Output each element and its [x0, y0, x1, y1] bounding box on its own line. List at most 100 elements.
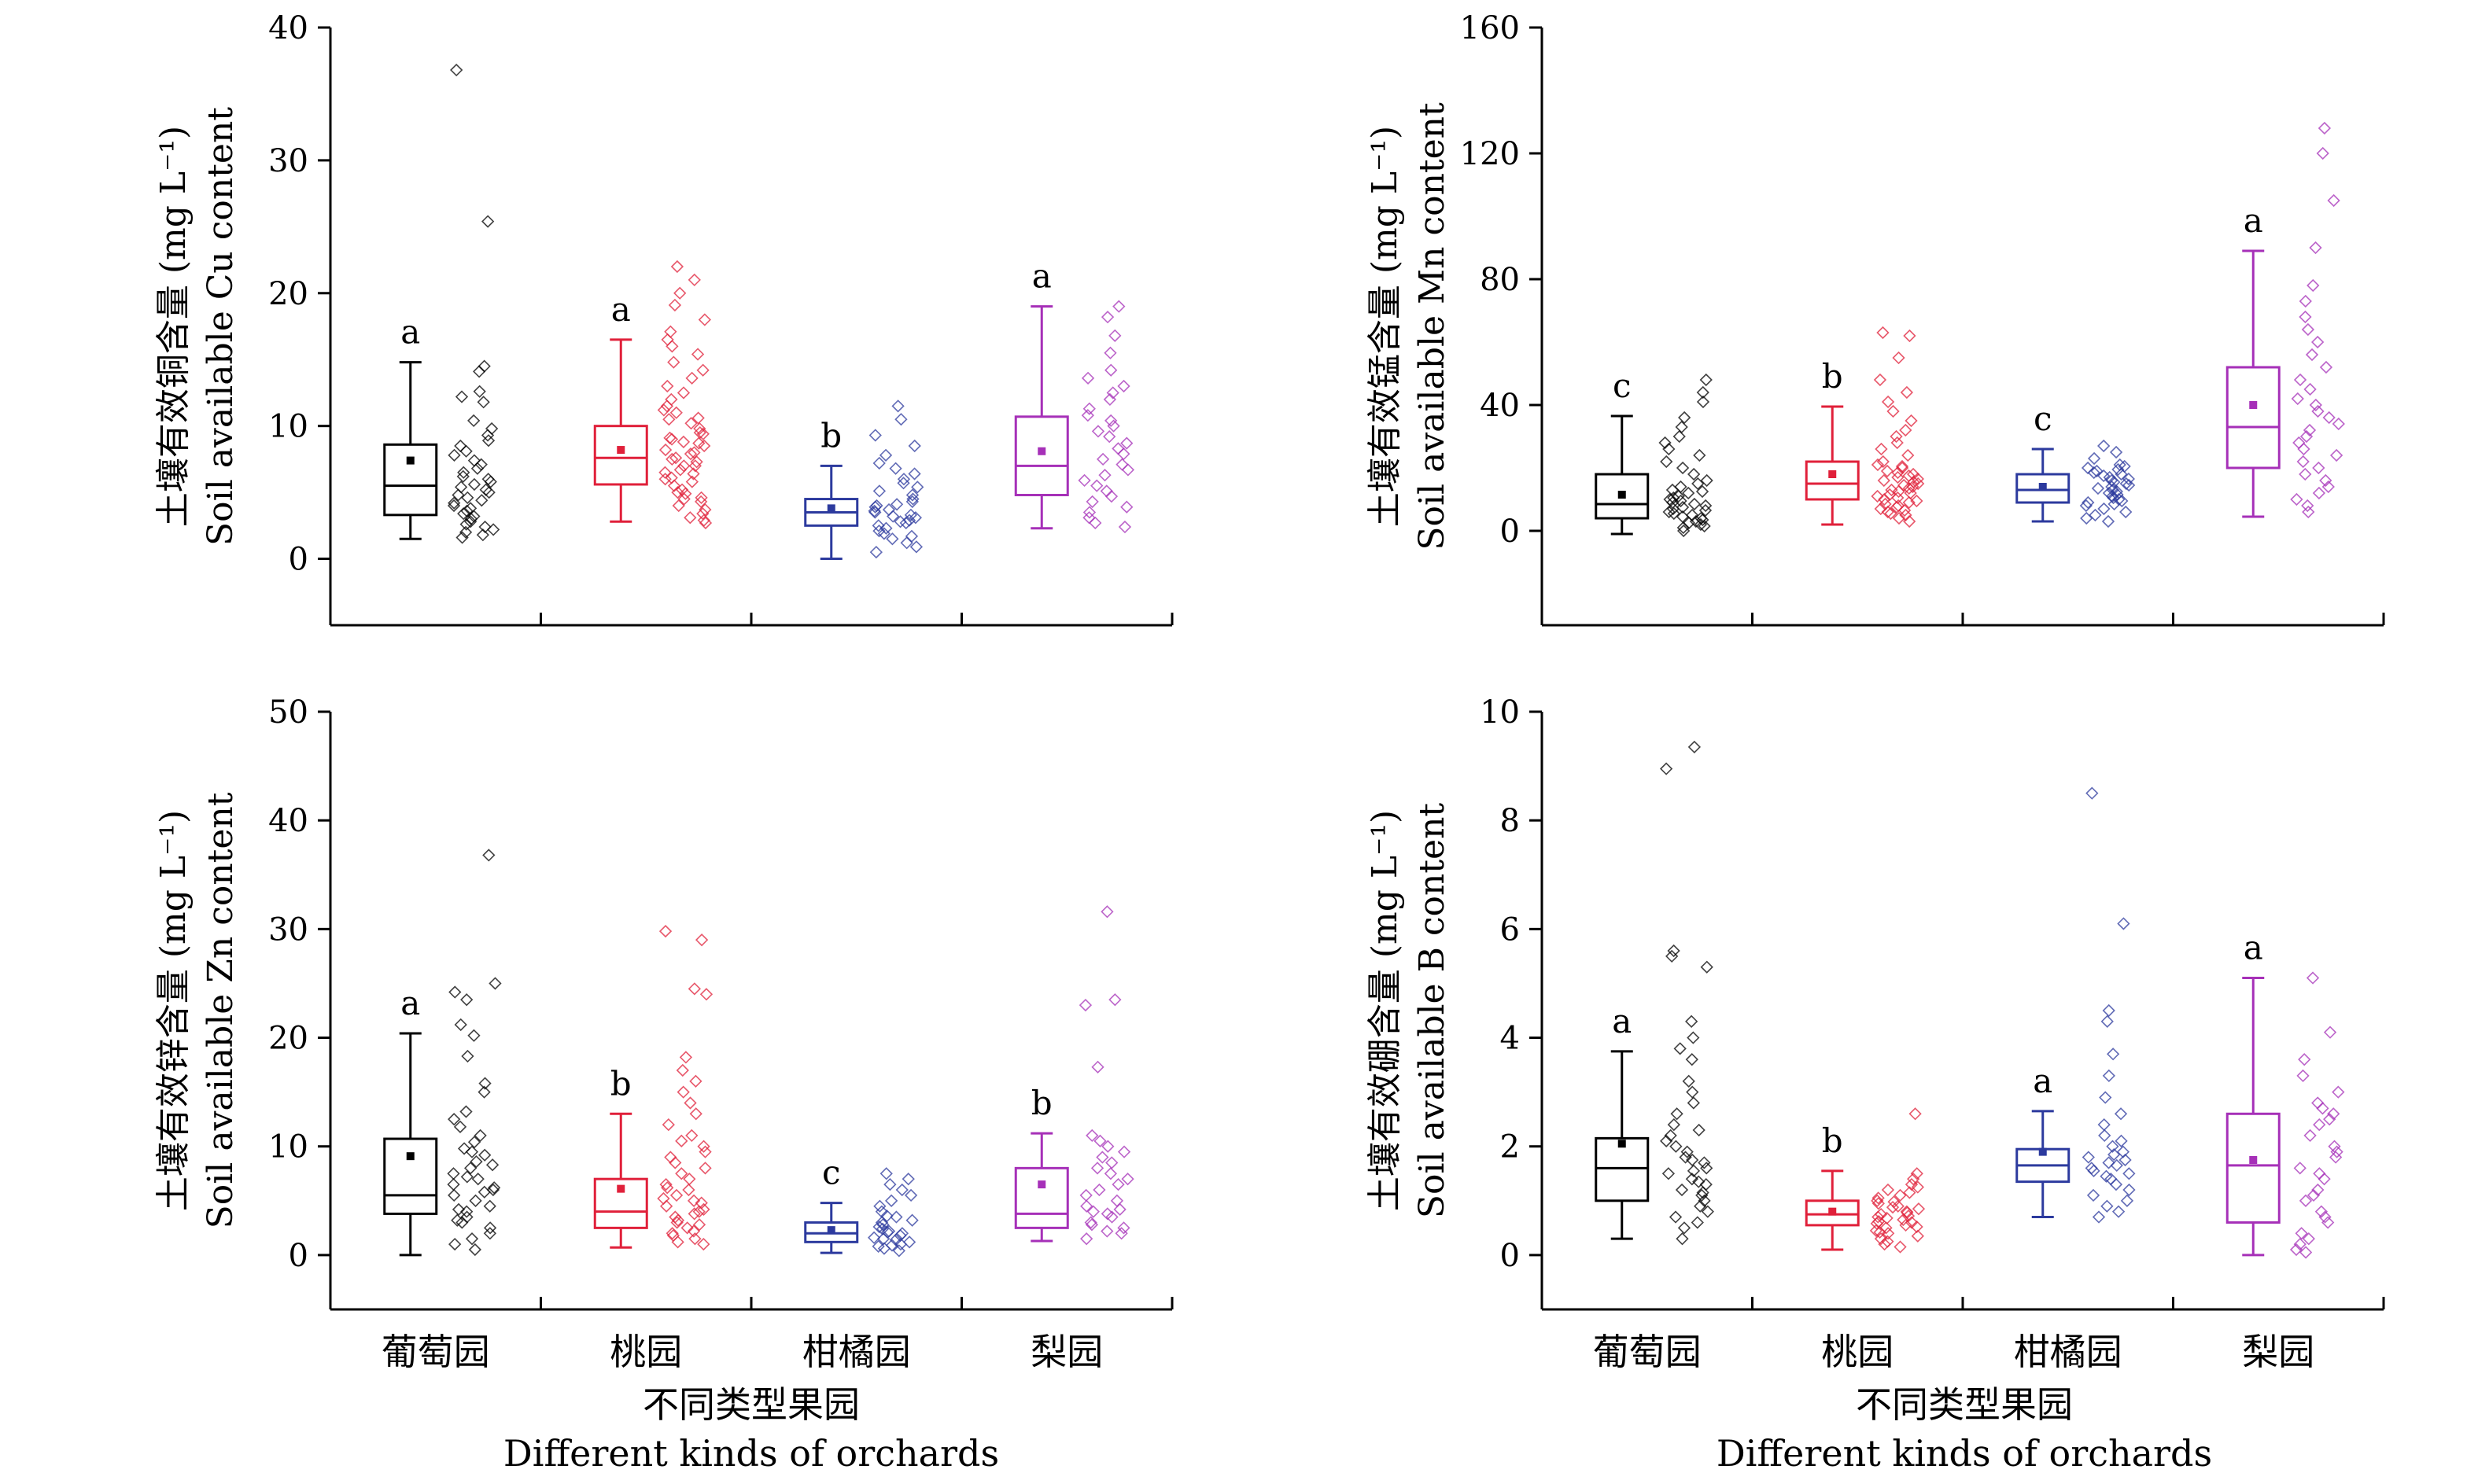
- data-point: [1673, 1042, 1687, 1055]
- data-point: [680, 1221, 694, 1235]
- data-point: [478, 1077, 492, 1090]
- data-point: [1892, 484, 1905, 499]
- y-axis-title-cn: 土壤有效铜含量 (mg L⁻¹): [153, 126, 194, 527]
- data-point: [2302, 1232, 2315, 1246]
- data-point: [1080, 1232, 1093, 1246]
- data-point: [1903, 1186, 1916, 1199]
- data-point: [465, 1145, 479, 1158]
- data-point: [679, 1051, 693, 1064]
- data-point: [1676, 461, 1690, 475]
- data-point: [485, 1158, 500, 1172]
- data-point: [1899, 1218, 1912, 1232]
- data-point: [688, 1232, 702, 1246]
- data-point: [465, 1232, 479, 1246]
- iqr-box: [2225, 1112, 2281, 1224]
- data-point: [481, 215, 495, 228]
- data-point: [870, 499, 883, 513]
- data-point: [1098, 469, 1112, 482]
- data-point: [448, 1237, 462, 1251]
- data-point: [1901, 1206, 1914, 1220]
- data-point: [2118, 459, 2131, 473]
- data-point: [1883, 488, 1897, 502]
- data-point: [1876, 326, 1890, 340]
- data-point: [1667, 506, 1680, 521]
- data-point: [1107, 419, 1120, 433]
- data-point: [2312, 486, 2326, 500]
- data-point: [2323, 1026, 2337, 1039]
- y-axis-title-en: Soil available Zn content: [201, 792, 241, 1228]
- data-point: [2297, 442, 2310, 456]
- data-point: [1677, 524, 1691, 538]
- data-point: [1686, 1085, 1699, 1099]
- data-point: [1669, 1210, 1683, 1224]
- data-point: [676, 1063, 689, 1077]
- data-point: [1885, 483, 1898, 497]
- data-point: [452, 1202, 466, 1217]
- data-point: [911, 481, 924, 494]
- data-point: [1115, 458, 1129, 471]
- data-point: [1700, 473, 1713, 488]
- data-point: [478, 520, 492, 534]
- significance-letter: c: [822, 1154, 841, 1192]
- data-point: [1121, 463, 1135, 477]
- significance-letter: a: [611, 290, 631, 329]
- y-tick-label: 0: [289, 1238, 308, 1274]
- data-point: [670, 260, 684, 274]
- data-point: [2328, 1140, 2341, 1153]
- data-point: [691, 348, 705, 361]
- data-point: [2087, 1164, 2100, 1177]
- data-point: [457, 466, 470, 479]
- data-point: [883, 1177, 897, 1191]
- data-point: [2087, 451, 2101, 466]
- data-point: [455, 390, 469, 403]
- data-point: [1086, 1205, 1100, 1218]
- box-group: a: [2225, 121, 2345, 519]
- data-point: [1661, 1167, 1676, 1180]
- data-point: [1112, 1177, 1125, 1191]
- y-tick-label: 40: [1480, 388, 1520, 424]
- data-point: [461, 1049, 474, 1063]
- box-group: a: [2015, 786, 2136, 1224]
- data-point: [894, 1237, 908, 1251]
- y-tick-label: 10: [1480, 694, 1520, 731]
- data-point: [902, 1235, 916, 1249]
- data-point: [2312, 461, 2325, 475]
- data-point: [1682, 516, 1696, 530]
- data-point: [1901, 448, 1915, 462]
- y-axis-title-en: Soil available Cu content: [201, 107, 241, 546]
- data-point: [657, 1191, 670, 1206]
- x-title-cn-left: 不同类型果园: [643, 1383, 860, 1426]
- y-tick-label: 0: [1500, 514, 1520, 550]
- data-point: [1103, 392, 1117, 407]
- data-point: [484, 475, 497, 488]
- y-tick-label: 8: [1500, 803, 1520, 839]
- data-point: [482, 485, 496, 499]
- data-point: [905, 529, 919, 543]
- data-point: [2299, 310, 2312, 324]
- data-point: [891, 400, 905, 413]
- data-point: [665, 392, 678, 407]
- data-point: [908, 467, 921, 481]
- data-point: [872, 519, 885, 532]
- data-point: [902, 1173, 915, 1186]
- iqr-box: [2225, 366, 2281, 470]
- data-point: [1117, 1145, 1131, 1158]
- iqr-box: [1595, 1136, 1650, 1202]
- data-point: [672, 499, 685, 513]
- data-point: [1685, 1053, 1698, 1066]
- data-point: [667, 355, 680, 369]
- data-point: [692, 436, 706, 450]
- data-point: [697, 514, 710, 527]
- category-label: 桃园: [610, 1331, 682, 1373]
- data-point: [661, 379, 674, 393]
- data-point: [1106, 386, 1119, 400]
- data-point: [2305, 348, 2319, 362]
- box-group: b: [804, 400, 924, 561]
- data-point: [669, 1156, 682, 1169]
- data-point: [691, 411, 705, 425]
- data-point: [2293, 373, 2307, 387]
- data-point: [2327, 1107, 2340, 1121]
- data-point: [696, 427, 710, 440]
- data-point: [1890, 436, 1904, 450]
- data-point: [470, 462, 485, 475]
